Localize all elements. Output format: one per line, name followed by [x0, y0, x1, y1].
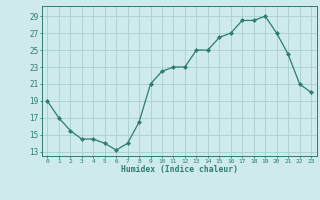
X-axis label: Humidex (Indice chaleur): Humidex (Indice chaleur): [121, 165, 238, 174]
